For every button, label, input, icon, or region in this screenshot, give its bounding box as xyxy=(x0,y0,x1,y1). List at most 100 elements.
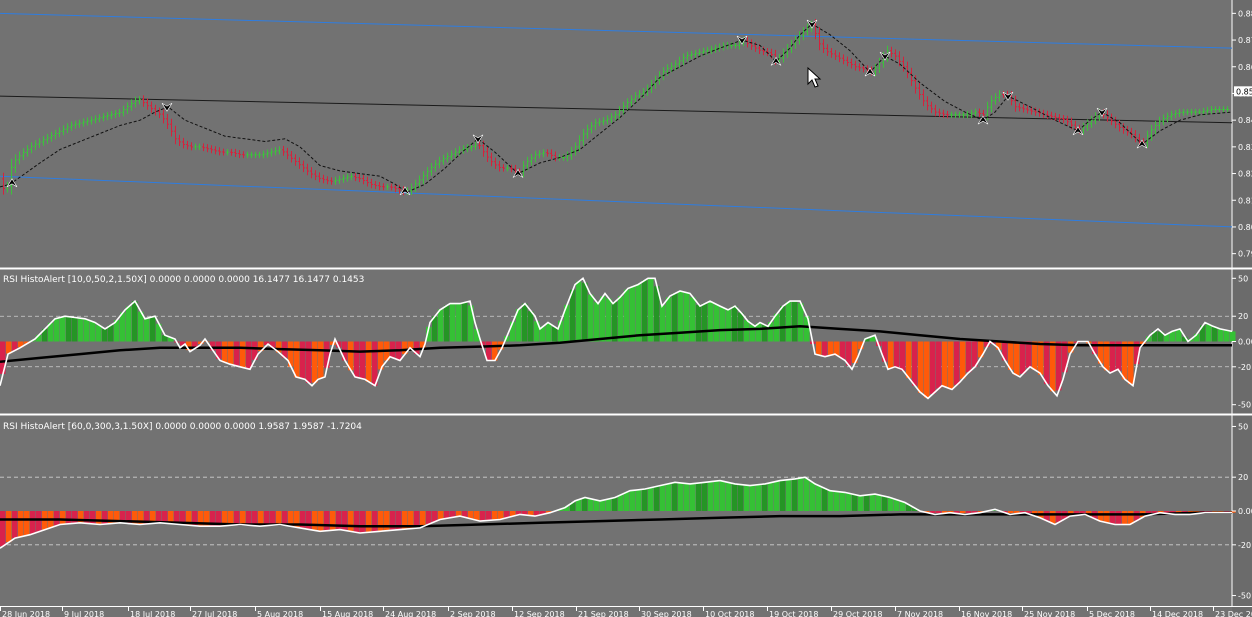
rsi1-histogram-bar xyxy=(12,341,18,351)
rsi2-histogram-bar xyxy=(336,511,342,530)
rsi2-histogram-bar xyxy=(528,511,534,516)
rsi1-histogram-bar xyxy=(852,341,858,363)
rsi2-histogram-bar xyxy=(666,483,672,511)
price-bar xyxy=(38,138,41,148)
rsi1-histogram-bar xyxy=(72,317,78,342)
rsi2-histogram-bar xyxy=(282,511,288,526)
rsi1-histogram-bar xyxy=(708,301,714,342)
price-bar xyxy=(498,160,501,172)
price-bar xyxy=(306,163,309,176)
price-bar xyxy=(310,167,313,179)
price-axis-panel xyxy=(1232,0,1252,617)
fractal-marker xyxy=(864,67,876,77)
rsi2-tick-label: 50 xyxy=(1238,422,1248,431)
rsi2-histogram-bar xyxy=(876,495,882,511)
rsi2-histogram-bar xyxy=(582,497,588,511)
price-bar xyxy=(878,57,881,73)
time-tick-label: 7 Nov 2018 xyxy=(897,610,943,617)
rsi1-histogram-bar xyxy=(1158,331,1164,342)
rsi2-histogram-bar xyxy=(312,511,318,531)
rsi1-histogram-bar xyxy=(822,341,828,357)
rsi2-histogram-bar xyxy=(1134,511,1140,521)
price-panel[interactable]: 0.79 0.80 0.81 0.82 0.83 0.84 0.85 0.86 0.87 0.88… xyxy=(0,9,1252,259)
rsi1-histogram-bar xyxy=(408,341,414,349)
rsi2-histogram-bar xyxy=(900,501,906,511)
rsi2-histogram-bar xyxy=(378,511,384,532)
arrow-up-icon xyxy=(1072,126,1084,136)
rsi2-histogram-bar xyxy=(318,511,324,532)
rsi1-histogram-bar xyxy=(468,305,474,342)
price-bar xyxy=(318,172,321,183)
rsi-panel-1-title: RSI HistoAlert [10,0,50,2,1.50X] 0.0000 … xyxy=(3,275,364,285)
rsi2-histogram-bar xyxy=(654,486,660,511)
rsi1-histogram-bar xyxy=(324,341,330,368)
price-bar xyxy=(1178,108,1181,117)
rsi2-histogram-bar xyxy=(288,511,294,527)
price-bar xyxy=(250,151,253,159)
price-bar xyxy=(622,101,625,115)
price-bar xyxy=(922,89,925,107)
rsi2-histogram-bar xyxy=(894,499,900,511)
rsi2-histogram-bar xyxy=(84,511,90,524)
price-bar xyxy=(342,174,345,183)
fractal-marker xyxy=(977,115,989,125)
rsi2-histogram-bar xyxy=(204,511,210,527)
price-bar xyxy=(490,152,493,167)
rsi1-histogram-bar xyxy=(294,341,300,378)
rsi2-histogram-bar xyxy=(624,492,630,511)
price-bar xyxy=(230,148,233,156)
price-bar xyxy=(578,135,581,152)
rsi2-histogram-bar xyxy=(804,478,810,511)
rsi2-histogram-bar xyxy=(498,511,504,520)
price-bar xyxy=(582,128,585,146)
rsi1-histogram-bar xyxy=(594,302,600,342)
rsi2-histogram-bar xyxy=(690,483,696,511)
rsi2-histogram-bar xyxy=(468,511,474,519)
price-bar xyxy=(454,148,457,159)
rsi1-histogram-bar xyxy=(960,341,966,379)
rsi1-histogram-bar xyxy=(6,341,12,354)
price-bar xyxy=(262,150,265,159)
rsi2-histogram-bar xyxy=(276,511,282,525)
price-tick-label: 0.88 xyxy=(1238,9,1252,18)
price-bar xyxy=(942,109,945,118)
rsi1-histogram-bar xyxy=(252,341,258,360)
rsi1-histogram-bar xyxy=(42,328,48,342)
rsi-panel-1[interactable]: 50 20 0.00 -20 -50 xyxy=(0,274,1252,410)
rsi1-histogram-bar xyxy=(804,316,810,342)
arrow-up-icon xyxy=(6,178,18,188)
rsi1-histogram-bar xyxy=(336,341,342,348)
price-bar xyxy=(294,154,297,166)
price-bar xyxy=(1182,108,1185,116)
rsi1-histogram-bar xyxy=(816,341,822,356)
price-bar xyxy=(734,42,737,49)
price-tick-label: 0.81 xyxy=(1238,196,1252,205)
rsi1-histogram-bar xyxy=(414,341,420,354)
rsi2-histogram-bar xyxy=(750,485,756,511)
price-bar xyxy=(350,173,353,181)
price-bar xyxy=(526,156,529,171)
price-bar xyxy=(390,183,393,191)
price-bar xyxy=(334,176,337,185)
rsi1-histogram-bar xyxy=(258,341,264,352)
rsi1-histogram-bar xyxy=(666,297,672,342)
rsi2-histogram-bar xyxy=(126,511,132,524)
price-bar xyxy=(1118,120,1121,132)
rsi1-histogram-bar xyxy=(840,341,846,360)
price-bar xyxy=(290,151,293,163)
price-bar xyxy=(370,178,373,189)
price-bar xyxy=(898,51,901,67)
price-bar xyxy=(958,111,961,118)
price-bar xyxy=(926,96,929,111)
price-bar xyxy=(462,145,465,154)
rsi1-histogram-bar xyxy=(618,296,624,342)
price-bar xyxy=(434,160,437,172)
rsi1-histogram-bar xyxy=(36,334,42,342)
time-tick-label: 24 Aug 2018 xyxy=(385,610,436,617)
rsi1-histogram-bar xyxy=(846,341,852,366)
price-bar xyxy=(118,108,121,117)
rsi-panel-2[interactable]: 50 20 0.00 -20 -50 xyxy=(0,422,1252,601)
price-bar xyxy=(614,111,617,121)
price-bar xyxy=(850,58,853,69)
